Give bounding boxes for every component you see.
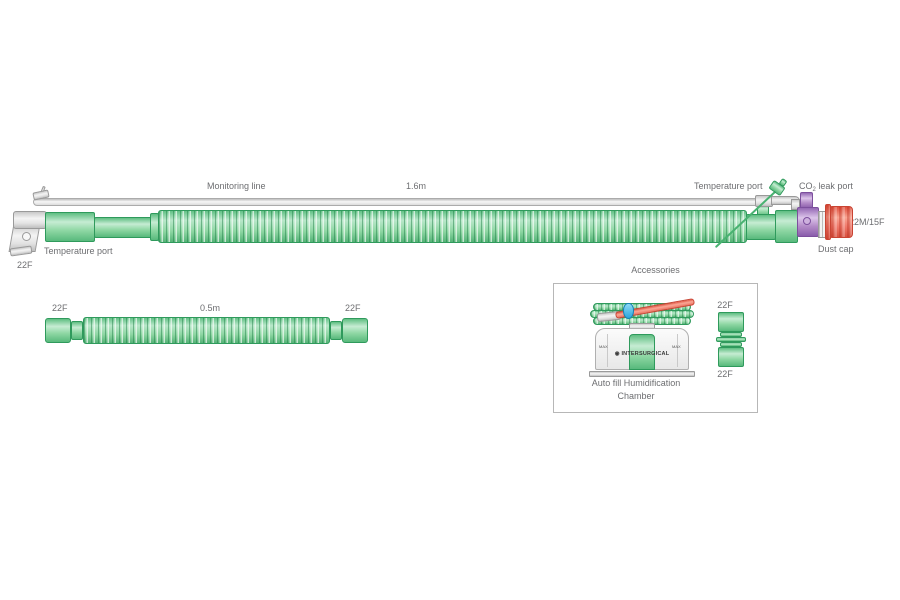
tube-barrel-right <box>746 214 776 240</box>
patient-elbow-port-22f <box>9 245 33 257</box>
main-length-label: 1.6m <box>406 181 427 191</box>
temperature-port-hole <box>22 232 31 241</box>
extension-step-right <box>330 321 342 340</box>
chamber-blue-valve <box>623 303 634 319</box>
extension-right-size-label: 22F <box>345 303 361 313</box>
co2-leak-port-label: CO2 leak port <box>799 181 853 193</box>
chamber-base-plate <box>589 371 695 377</box>
adapter-top-cylinder <box>718 312 744 332</box>
brand-logo-icon: ◉ <box>614 351 622 357</box>
chamber-max-left: MAX <box>599 344 608 349</box>
extension-cuff-left <box>45 318 71 343</box>
monitoring-line-label: Monitoring line <box>207 181 266 191</box>
adapter-center-ring <box>716 337 746 342</box>
dust-cap <box>830 206 853 238</box>
extension-corrugated-tube <box>83 317 330 344</box>
monitoring-line-tube <box>33 198 759 206</box>
co2-leak-port-mark <box>803 217 811 225</box>
adapter-bottom-cylinder <box>718 347 744 367</box>
tube-neck-left <box>94 217 152 238</box>
chamber-caption-line2: Chamber <box>617 391 655 401</box>
chamber-center-column <box>629 334 655 370</box>
chamber-inner-line-left <box>607 334 608 367</box>
temperature-port-right-label: Temperature port <box>694 181 763 191</box>
adapter-collar-1 <box>720 332 742 337</box>
chamber-max-right: MAX <box>672 344 681 349</box>
temperature-port-left-label: Temperature port <box>44 246 113 256</box>
extension-left-size-label: 22F <box>52 303 68 313</box>
adapter-top-size-label: 22F <box>717 300 733 310</box>
adapter-collar-2 <box>720 342 742 347</box>
adapter-22f-22f <box>715 312 747 368</box>
accessories-title: Accessories <box>631 265 680 275</box>
patient-elbow-barrel <box>13 211 47 229</box>
extension-length-label: 0.5m <box>200 303 221 313</box>
monitoring-line-elbow-vertical <box>791 199 800 210</box>
chamber-caption-line1: Auto fill Humidification <box>591 378 681 388</box>
adapter-bottom-size-label: 22F <box>717 369 733 379</box>
tube-cuff-left <box>45 212 95 242</box>
humidification-chamber-graphic: MAX MAX ◉ INTERSURGICAL <box>587 297 697 379</box>
tube-cuff-right <box>775 210 798 243</box>
patient-end-size-label: 22F <box>17 260 33 270</box>
extension-step-left <box>71 321 83 340</box>
chamber-brand: ◉ INTERSURGICAL <box>614 351 670 357</box>
extension-cuff-right <box>342 318 368 343</box>
dust-cap-label: Dust cap <box>818 244 854 254</box>
chamber-inner-line-right <box>677 334 678 367</box>
corrugated-tube-main <box>158 210 747 243</box>
machine-end-size-label: 22M/15F <box>849 217 885 227</box>
accessories-box: MAX MAX ◉ INTERSURGICAL Auto fill Humidi… <box>553 283 758 413</box>
